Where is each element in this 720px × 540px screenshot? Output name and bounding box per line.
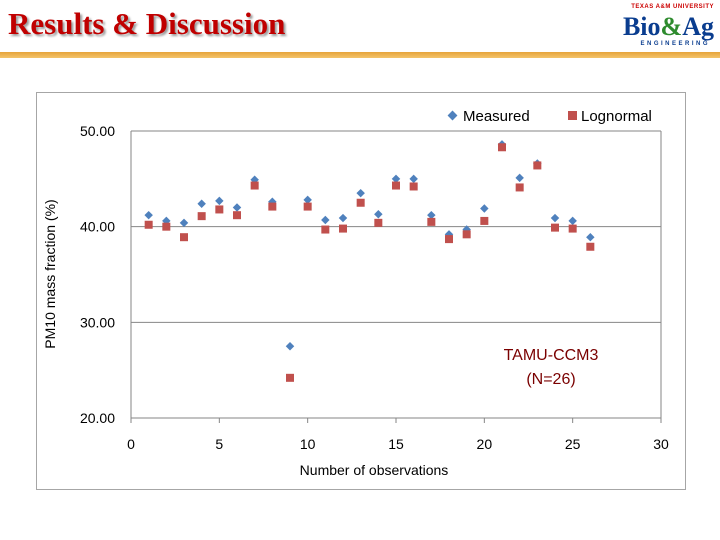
point-lognormal [480,216,489,225]
point-lognormal [268,202,277,211]
x-tick-label: 10 [300,436,316,452]
point-lognormal [303,202,312,211]
point-measured [427,210,436,220]
point-measured [179,218,189,228]
point-measured [409,174,418,184]
point-lognormal [409,182,418,191]
annotation-line-2: (N=26) [526,371,575,388]
points-layer [144,140,595,382]
legend-label-measured: Measured [463,108,530,125]
x-tick-label: 0 [127,436,135,452]
point-lognormal [427,217,436,226]
chart-frame: 20.00 30.00 40.00 50.00 0 5 10 15 20 25 30 PM10 ma… [36,92,686,490]
point-lognormal [533,161,542,170]
point-lognormal [568,224,577,233]
y-tick-label: 40.00 [80,219,115,235]
grid-layer [131,226,661,323]
point-lognormal [180,233,188,242]
point-lognormal [445,235,453,244]
logo-word-ag: Ag [682,12,714,41]
point-measured [480,204,489,213]
point-lognormal [551,223,559,232]
logo-subtitle: ENGINEERING [640,41,710,47]
y-tick-label: 20.00 [80,410,115,426]
x-tick-label: 20 [477,436,493,452]
title-rule [0,52,720,58]
point-lognormal [392,181,400,190]
point-lognormal [215,205,224,214]
x-axis-label: Number of observations [300,462,449,478]
point-measured [356,188,365,198]
x-tick-label: 5 [215,436,223,452]
x-tick-label: 15 [388,436,404,452]
point-measured [568,216,577,226]
point-measured [197,199,206,208]
point-measured [391,174,401,184]
point-lognormal [144,220,153,229]
scatter-chart: 20.00 30.00 40.00 50.00 0 5 10 15 20 25 30 PM10 ma… [42,108,669,478]
legend-marker-measured [447,110,458,121]
point-lognormal [197,212,206,221]
x-tick-label: 30 [653,436,669,452]
annotation-line-1: TAMU-CCM3 [504,347,599,364]
point-measured [232,203,242,212]
tick-layer: 20.00 30.00 40.00 50.00 0 5 10 15 20 25 30 [80,123,669,452]
point-measured [550,213,560,223]
logo-wordmark: Bio&Ag [623,12,714,42]
point-measured [303,195,312,205]
logo: TEXAS A&M UNIVERSITY Bio&Ag ENGINEERING [614,4,714,48]
page-title: Results & Discussion [8,6,286,41]
point-measured [144,210,153,220]
point-measured [215,196,224,206]
logo-word-bio: Bio [622,12,661,41]
point-measured [338,213,348,223]
point-lognormal [339,224,347,233]
point-lognormal [515,183,524,192]
point-lognormal [356,198,365,207]
point-measured [374,209,383,219]
point-lognormal [498,143,506,152]
point-measured [515,173,524,183]
legend-marker-lognormal [568,111,577,120]
point-lognormal [250,181,259,190]
point-measured [321,215,330,225]
point-lognormal [462,230,471,239]
y-tick-label: 30.00 [80,314,115,330]
point-measured [586,232,595,242]
logo-ampersand: & [660,12,683,41]
legend: Measured Lognormal [447,108,652,125]
point-lognormal [286,373,294,382]
x-tick-label: 25 [565,436,581,452]
y-axis-label: PM10 mass fraction (%) [42,199,58,348]
point-lognormal [374,218,383,227]
point-measured [285,342,295,351]
y-tick-label: 50.00 [80,123,115,139]
logo-university-text: TEXAS A&M UNIVERSITY [631,4,714,10]
point-lognormal [233,211,241,220]
point-lognormal [586,242,595,251]
legend-label-lognormal: Lognormal [581,108,652,125]
point-lognormal [321,225,330,234]
point-lognormal [162,222,171,231]
